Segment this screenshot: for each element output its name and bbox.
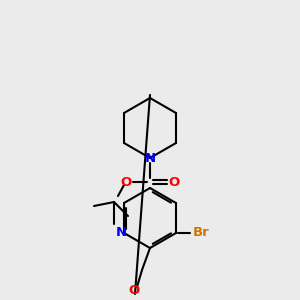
Text: O: O (128, 284, 140, 296)
Text: O: O (120, 176, 132, 188)
Text: O: O (168, 176, 180, 188)
Text: N: N (144, 152, 156, 164)
Text: Br: Br (193, 226, 209, 239)
Text: N: N (116, 226, 127, 239)
